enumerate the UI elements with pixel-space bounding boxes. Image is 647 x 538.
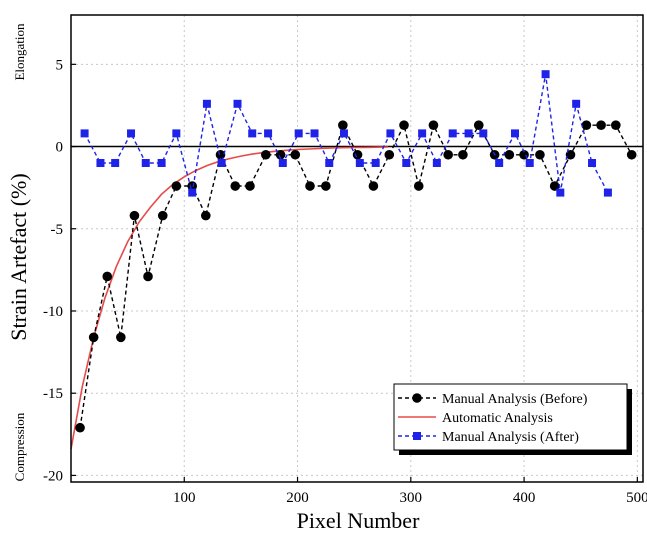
manual-after-point xyxy=(157,158,166,167)
manual-before-point xyxy=(245,181,255,191)
manual-after-point xyxy=(202,99,211,108)
manual-after-point xyxy=(127,129,136,138)
axis-ticks: 100 200 300 400 500 -20 -15 -10 -5 0 5 xyxy=(43,57,647,506)
legend: Manual Analysis (Before) Automatic Analys… xyxy=(393,383,632,455)
manual-before-point xyxy=(187,181,197,191)
manual-after-point xyxy=(479,129,488,138)
manual-before-point xyxy=(413,181,424,191)
manual-before-point xyxy=(290,149,301,160)
x-tick-label: 300 xyxy=(400,490,423,506)
manual-before-point xyxy=(473,120,484,130)
manual-before-point xyxy=(581,120,592,130)
manual-after-point xyxy=(432,158,441,167)
manual-before-point xyxy=(384,149,395,160)
manual-before-point xyxy=(352,149,363,160)
y-tick-label: -20 xyxy=(43,468,63,484)
manual-after-point xyxy=(556,188,565,197)
manual-after-point xyxy=(278,158,287,167)
manual-after-point xyxy=(217,158,226,167)
manual-before-point xyxy=(596,120,606,130)
legend-label: Manual Analysis (After) xyxy=(442,430,579,445)
manual-before-point xyxy=(230,181,241,191)
elongation-label: Elongation xyxy=(12,23,27,81)
manual-after-point xyxy=(386,129,395,138)
manual-after-point xyxy=(464,129,473,138)
manual-after-point xyxy=(588,158,597,167)
x-axis-label: Pixel Number xyxy=(297,508,420,533)
manual-before-point xyxy=(535,149,545,160)
manual-after-point xyxy=(525,158,534,167)
manual-before-point xyxy=(102,271,113,282)
manual-after-point xyxy=(495,158,504,167)
manual-after-point xyxy=(141,158,150,167)
manual-before-point xyxy=(428,120,439,130)
manual-before-point xyxy=(443,149,453,160)
manual-after-point xyxy=(355,158,364,167)
manual-before-point xyxy=(129,210,140,221)
legend-label: Automatic Analysis xyxy=(442,411,553,426)
manual-after-point xyxy=(233,99,242,108)
manual-after-point xyxy=(511,129,520,138)
manual-after-point xyxy=(264,129,273,138)
legend-marker-circle xyxy=(412,393,422,403)
y-axis-label: Strain Artefact (%) xyxy=(6,173,31,340)
manual-after-point xyxy=(371,158,380,167)
manual-before-point xyxy=(611,120,621,130)
manual-before-point xyxy=(157,210,168,221)
manual-before-point xyxy=(458,149,468,160)
manual-before-point xyxy=(215,149,226,160)
manual-after-point xyxy=(402,158,411,167)
manual-after-point xyxy=(418,129,427,138)
y-tick-label: -15 xyxy=(43,386,63,402)
manual-before-point xyxy=(143,271,153,282)
manual-before-point xyxy=(549,181,560,191)
compression-label: Compression xyxy=(12,412,27,481)
x-tick-label: 400 xyxy=(513,490,536,506)
manual-before-point xyxy=(338,120,348,130)
y-tick-label: -10 xyxy=(43,304,63,320)
legend-marker-square xyxy=(413,432,421,440)
legend-label: Manual Analysis (Before) xyxy=(442,392,588,407)
automatic-analysis-curve xyxy=(70,146,389,450)
manual-before-point xyxy=(75,422,85,433)
manual-before-line xyxy=(79,123,633,428)
manual-after-point xyxy=(248,129,257,138)
manual-after-point xyxy=(325,158,334,167)
manual-after-point xyxy=(96,158,105,167)
y-tick-label: 5 xyxy=(56,57,64,73)
manual-after-point xyxy=(572,99,581,108)
manual-before-point xyxy=(116,332,126,343)
manual-before-point xyxy=(88,332,99,343)
manual-after-point xyxy=(541,70,550,79)
manual-after-point xyxy=(188,188,197,197)
y-tick-label: -5 xyxy=(51,222,64,238)
manual-after-point xyxy=(111,158,120,167)
manual-after-point xyxy=(339,129,348,138)
y-tick-label: 0 xyxy=(56,140,64,156)
manual-before-point xyxy=(305,181,315,191)
x-tick-label: 200 xyxy=(286,490,309,506)
manual-before-point xyxy=(368,181,379,191)
manual-before-point xyxy=(321,181,331,191)
manual-after-point xyxy=(294,129,303,138)
manual-after-point xyxy=(603,188,612,197)
manual-before-point xyxy=(261,149,271,160)
manual-before-point xyxy=(504,149,515,160)
x-tick-label: 100 xyxy=(173,490,196,506)
manual-after-point xyxy=(80,129,89,138)
manual-after-point xyxy=(448,129,457,138)
series-layer xyxy=(70,70,637,450)
x-tick-label: 500 xyxy=(626,490,647,506)
manual-after-point xyxy=(310,129,319,138)
manual-after-point xyxy=(172,129,181,138)
plot-frame xyxy=(70,14,644,483)
manual-before-point xyxy=(399,120,409,130)
manual-before-point xyxy=(171,181,182,191)
manual-before-point xyxy=(626,149,637,160)
manual-after-line xyxy=(83,74,609,193)
manual-before-point xyxy=(200,210,211,221)
